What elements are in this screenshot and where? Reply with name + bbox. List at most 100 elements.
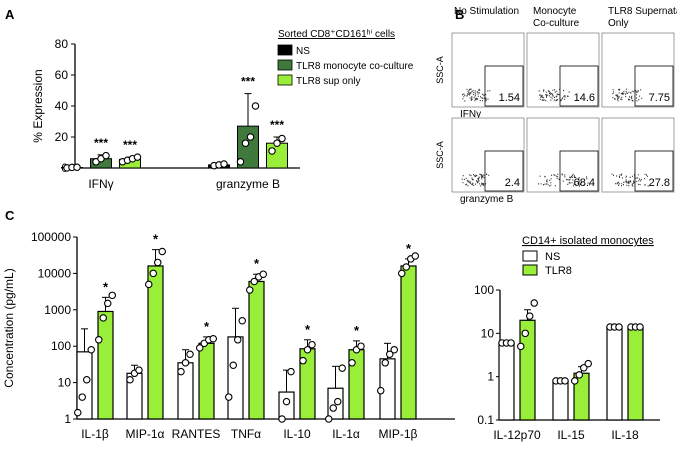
data-point bbox=[99, 314, 108, 322]
bar bbox=[400, 265, 417, 420]
data-point bbox=[158, 247, 167, 256]
event-dots bbox=[538, 88, 570, 102]
data-point bbox=[303, 345, 312, 354]
plot-frame bbox=[601, 32, 675, 108]
data-point bbox=[236, 158, 245, 166]
bar bbox=[606, 326, 623, 421]
gate-percentage: 1.54 bbox=[499, 92, 520, 104]
x-tick-label: MIP-1α bbox=[126, 427, 165, 441]
data-point bbox=[133, 153, 142, 161]
y-tick-label: 100 bbox=[51, 339, 71, 353]
gate-percentage: 2.4 bbox=[505, 177, 520, 189]
bar bbox=[552, 380, 569, 421]
significance-star: * bbox=[153, 232, 159, 247]
data-point bbox=[238, 317, 247, 325]
data-point bbox=[250, 277, 259, 286]
significance-stars: *** bbox=[270, 118, 284, 132]
data-point bbox=[95, 336, 103, 344]
column-title-line: TLR8 Supernatant bbox=[608, 6, 677, 17]
x-tick-label: IL-15 bbox=[557, 428, 585, 442]
data-point bbox=[530, 299, 538, 307]
significance-stars: *** bbox=[241, 75, 255, 89]
flow-plot: 7.75 bbox=[601, 32, 675, 108]
bar bbox=[76, 351, 93, 420]
x-tick-label: IL-18 bbox=[611, 428, 639, 442]
data-point bbox=[381, 359, 389, 367]
x-tick-label: TNFα bbox=[231, 427, 261, 441]
gate-percentage: 68.4 bbox=[574, 177, 595, 189]
data-point bbox=[308, 340, 316, 349]
x-tick-label: IFNγ bbox=[88, 177, 113, 191]
panel-a: 020406080% Expression******IFNγ******gra… bbox=[31, 29, 414, 191]
gate bbox=[484, 150, 524, 192]
bar bbox=[147, 265, 164, 420]
data-point bbox=[287, 367, 295, 376]
data-point bbox=[411, 252, 419, 260]
plot-frame bbox=[526, 32, 600, 108]
data-point bbox=[186, 350, 194, 359]
y-tick-label: 20 bbox=[55, 130, 69, 144]
data-point bbox=[196, 344, 204, 352]
flow-plot: 2.4 bbox=[451, 117, 525, 193]
legend-title: Sorted CD8⁺CD161ʰⁱ cells bbox=[278, 29, 395, 40]
legend-label: TLR8 monocyte co-culture bbox=[296, 61, 414, 72]
flow-plot: 1.54 bbox=[451, 32, 525, 108]
data-point bbox=[575, 371, 583, 379]
data-point bbox=[181, 359, 190, 367]
event-dots bbox=[462, 88, 491, 102]
x-tick-label: granzyme B bbox=[216, 177, 280, 191]
gate-percentage: 14.6 bbox=[574, 92, 595, 104]
bar bbox=[498, 342, 515, 421]
bar bbox=[248, 280, 265, 420]
data-point bbox=[338, 364, 346, 372]
gate-percentage: 7.75 bbox=[649, 92, 670, 104]
significance-star: * bbox=[354, 323, 360, 338]
data-point bbox=[135, 366, 143, 374]
legend-swatch bbox=[522, 250, 538, 262]
significance-star: * bbox=[103, 279, 109, 294]
column-title: TLR8 SupernatantOnly bbox=[608, 6, 677, 29]
significance-star: * bbox=[305, 322, 311, 337]
gate bbox=[484, 65, 524, 107]
flow-y-label: SSC-A bbox=[435, 141, 445, 169]
y-tick-label: 1 bbox=[64, 412, 71, 426]
legend-title: CD14+ isolated monocytes bbox=[522, 235, 654, 247]
data-point bbox=[251, 102, 260, 110]
data-point bbox=[268, 147, 276, 155]
legend-a: Sorted CD8⁺CD161ʰⁱ cells NS TLR8 monocyte … bbox=[277, 29, 414, 87]
data-point bbox=[241, 139, 250, 147]
bar bbox=[278, 391, 295, 420]
flow-plot: 14.6 bbox=[526, 32, 600, 108]
data-point bbox=[299, 356, 307, 365]
legend-swatch bbox=[277, 59, 293, 71]
gate bbox=[559, 65, 599, 107]
data-point bbox=[402, 263, 410, 271]
data-point bbox=[329, 404, 337, 412]
data-point bbox=[324, 415, 333, 423]
x-tick-label: IL-1α bbox=[332, 427, 360, 441]
y-tick-label: 10 bbox=[58, 376, 72, 390]
y-tick-label: 1000 bbox=[44, 303, 71, 317]
data-point bbox=[278, 134, 286, 143]
data-point bbox=[83, 375, 91, 384]
data-point bbox=[561, 377, 569, 385]
y-tick-label: 0.1 bbox=[477, 413, 494, 427]
panel-label-c: C bbox=[5, 208, 15, 223]
data-point bbox=[74, 408, 82, 417]
data-point bbox=[273, 139, 281, 147]
bar bbox=[198, 342, 215, 420]
panel-b: No Stimulation Monocyte Co-culture TLR8 Sup… bbox=[435, 6, 677, 205]
data-point bbox=[516, 342, 525, 351]
y-tick-label: 100000 bbox=[31, 230, 71, 244]
x-tick-label: IL-10 bbox=[283, 427, 311, 441]
event-dots bbox=[537, 173, 591, 187]
significance-star: * bbox=[254, 256, 260, 271]
x-tick-label: IL-1β bbox=[81, 427, 109, 441]
legend-label: TLR8 sup only bbox=[296, 76, 360, 87]
event-dots bbox=[612, 88, 643, 102]
event-dots bbox=[611, 173, 649, 187]
gate-percentage: 27.8 bbox=[649, 177, 670, 189]
data-point bbox=[525, 312, 534, 320]
data-point bbox=[154, 258, 162, 267]
data-point bbox=[78, 393, 87, 401]
